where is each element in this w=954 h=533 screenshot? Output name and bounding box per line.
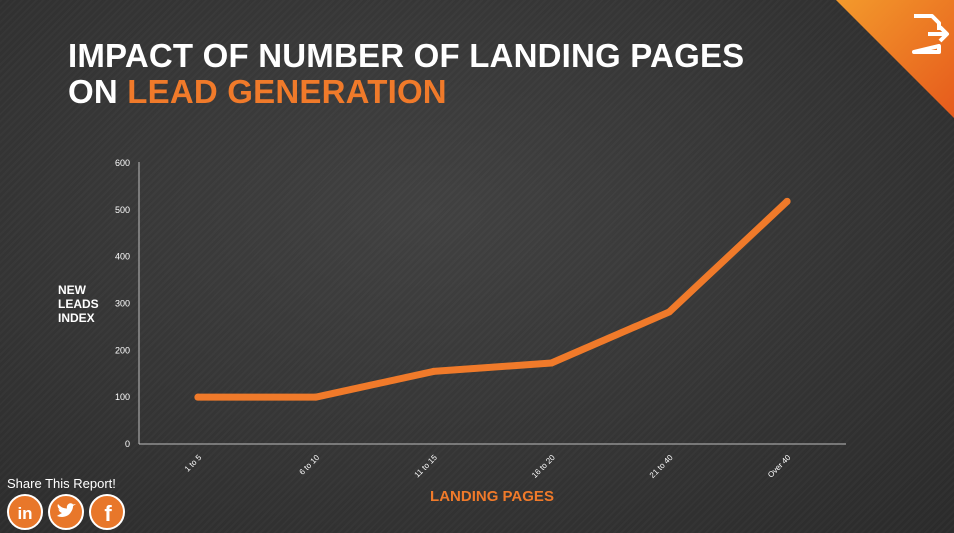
data-point bbox=[665, 308, 673, 316]
series-line bbox=[194, 197, 791, 401]
title-line-1: IMPACT OF NUMBER OF LANDING PAGES bbox=[68, 37, 745, 74]
twitter-icon[interactable] bbox=[48, 494, 84, 530]
corner-banner[interactable] bbox=[836, 0, 954, 118]
page-title: IMPACT OF NUMBER OF LANDING PAGES ON LEA… bbox=[68, 38, 744, 110]
y-tick-label: 300 bbox=[115, 299, 130, 309]
x-tick-label: 11 to 15 bbox=[413, 453, 440, 480]
y-tick-label: 200 bbox=[115, 345, 130, 355]
svg-text:in: in bbox=[17, 504, 32, 523]
y-tick-label: 500 bbox=[115, 205, 130, 215]
data-point bbox=[430, 367, 438, 375]
svg-text:f: f bbox=[104, 501, 112, 526]
share-label: Share This Report! bbox=[7, 476, 116, 491]
x-tick-label: Over 40 bbox=[766, 453, 793, 480]
linkedin-icon[interactable]: in bbox=[7, 494, 43, 530]
data-point bbox=[194, 393, 202, 401]
facebook-icon[interactable]: f bbox=[89, 494, 125, 530]
data-point bbox=[312, 393, 320, 401]
x-tick-label: 16 to 20 bbox=[530, 453, 557, 480]
x-tick-label: 6 to 10 bbox=[297, 453, 321, 477]
x-tick-label: 21 to 40 bbox=[648, 453, 675, 480]
y-tick-label: 600 bbox=[115, 158, 130, 168]
data-point bbox=[783, 197, 791, 205]
data-point bbox=[547, 359, 555, 367]
y-tick-label: 400 bbox=[115, 252, 130, 262]
x-tick-label: 1 to 5 bbox=[183, 453, 204, 474]
title-line-2-prefix: ON bbox=[68, 73, 128, 110]
export-document-icon[interactable] bbox=[912, 14, 949, 54]
y-tick-label: 100 bbox=[115, 392, 130, 402]
x-axis-label: LANDING PAGES bbox=[430, 488, 554, 505]
title-line-2-accent: LEAD GENERATION bbox=[127, 73, 447, 110]
y-axis-label: NEW LEADS INDEX bbox=[58, 283, 99, 325]
y-tick-label: 0 bbox=[125, 439, 130, 449]
